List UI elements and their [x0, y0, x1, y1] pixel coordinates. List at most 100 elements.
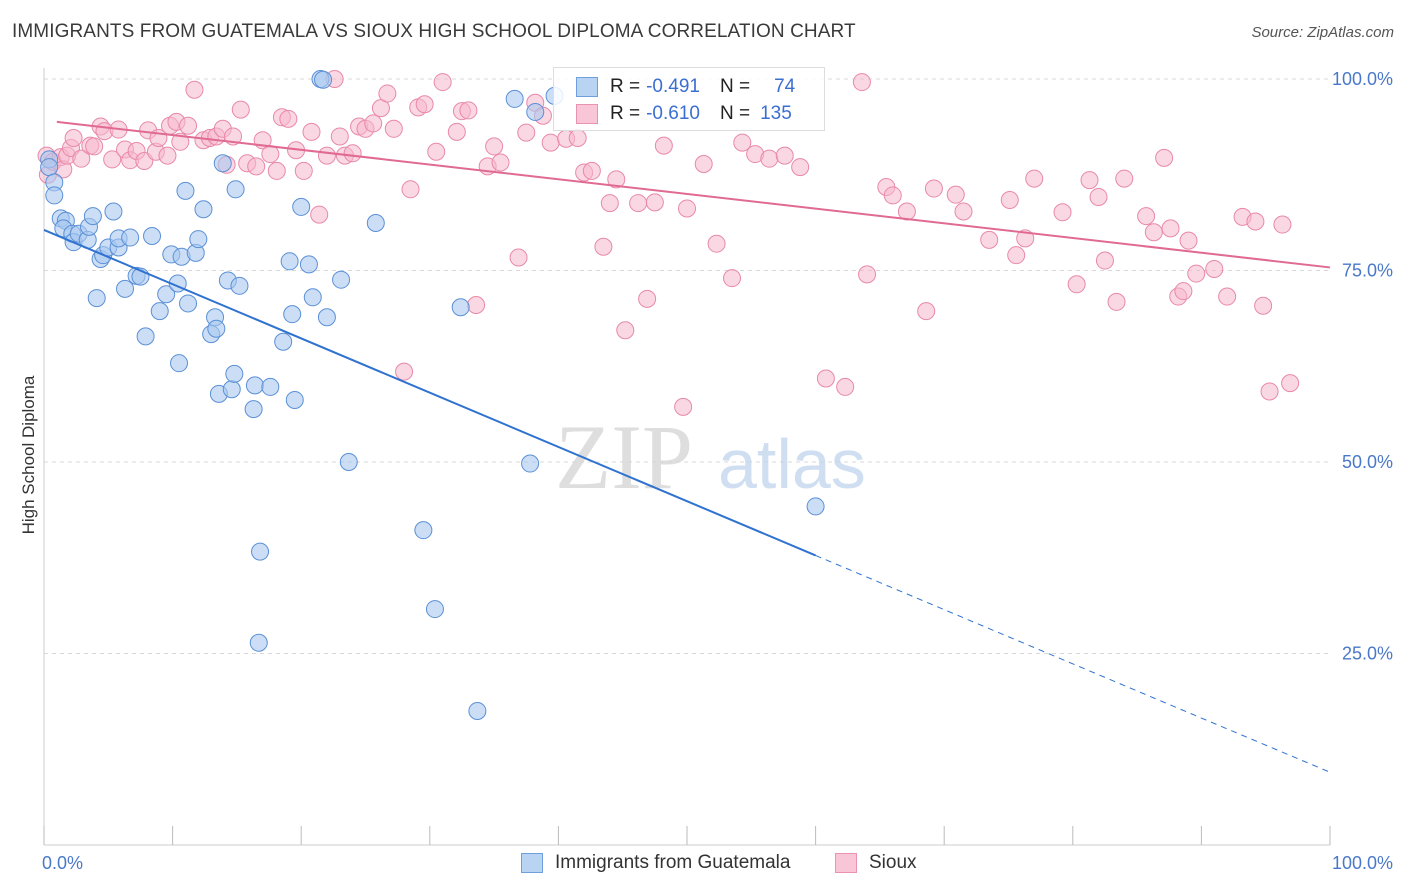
watermark-zip: ZIP — [555, 406, 693, 508]
sioux-point — [310, 205, 329, 224]
sioux-point — [1161, 219, 1180, 238]
sioux-point — [267, 161, 286, 180]
series-guatemala — [40, 70, 825, 720]
guatemala-point — [299, 255, 318, 274]
sioux-point — [171, 132, 190, 151]
legend-swatch-guatemala — [576, 77, 598, 97]
sioux-point — [723, 269, 742, 288]
guatemala-point — [207, 319, 226, 338]
legend-swatch-guatemala — [521, 853, 543, 873]
y-tick-label: 25.0% — [1342, 644, 1393, 664]
guatemala-point — [116, 279, 135, 298]
guatemala-point — [332, 270, 351, 289]
sioux-point — [654, 136, 673, 155]
guatemala-point — [244, 400, 263, 419]
sioux-point — [1174, 282, 1193, 301]
sioux-point — [858, 265, 877, 284]
sioux-point — [1155, 148, 1174, 167]
legend-item-guatemala[interactable]: Immigrants from Guatemala — [521, 852, 790, 874]
sioux-point — [491, 153, 510, 172]
legend-item-sioux[interactable]: Sioux — [835, 852, 917, 874]
sioux-point — [185, 80, 204, 99]
sioux-point — [330, 127, 349, 146]
sioux-point — [917, 302, 936, 321]
sioux-point — [1089, 187, 1108, 206]
guatemala-point — [251, 542, 270, 561]
legend-n-value: 135 — [760, 103, 792, 124]
guatemala-point — [283, 305, 302, 324]
sioux-point — [1273, 215, 1292, 234]
guatemala-point — [274, 332, 293, 351]
y-tick-label: 100.0% — [1332, 69, 1393, 89]
sioux-point — [616, 321, 635, 340]
sioux-point — [1187, 264, 1206, 283]
sioux-point — [816, 369, 835, 388]
guatemala-point — [226, 180, 245, 199]
sioux-point — [594, 237, 613, 256]
guatemala-point — [280, 252, 299, 271]
sioux-point — [1144, 223, 1163, 242]
y-axis-title: High School Diploma — [19, 375, 38, 534]
sioux-point — [378, 84, 397, 103]
sioux-point — [541, 133, 560, 152]
tick-labels: 100.0% 75.0% 50.0% 25.0% 0.0% 100.0% — [42, 69, 1393, 873]
sioux-point — [433, 73, 452, 92]
sioux-point — [607, 170, 626, 189]
y-tick-label: 50.0% — [1342, 452, 1393, 472]
guatemala-point — [292, 197, 311, 216]
sioux-point — [645, 193, 664, 212]
sioux-point — [733, 133, 752, 152]
guatemala-point — [87, 289, 106, 308]
legend-n-label: N = — [719, 103, 751, 124]
sioux-point — [883, 186, 902, 205]
watermark: ZIP atlas — [555, 406, 866, 508]
guatemala-point — [526, 102, 545, 121]
sioux-point — [1260, 382, 1279, 401]
guatemala-point — [222, 380, 241, 399]
guatemala-point — [806, 497, 825, 516]
sioux-point — [467, 295, 486, 314]
sioux-point — [954, 202, 973, 221]
legend-swatch-sioux — [576, 104, 598, 124]
chart-title: IMMIGRANTS FROM GUATEMALA VS SIOUX HIGH … — [12, 21, 856, 42]
sioux-point — [1246, 212, 1265, 231]
sioux-point — [694, 155, 713, 174]
trend-lines — [43, 120, 1331, 773]
sioux-point — [247, 157, 266, 176]
guatemala-point — [83, 207, 102, 226]
sioux-point — [231, 100, 250, 119]
sioux-point — [791, 158, 810, 177]
sioux-point — [302, 122, 321, 141]
legend-n-label: N = — [719, 76, 751, 97]
sioux-point — [485, 137, 504, 156]
legend-row-sioux: R = -0.610 N = 135 — [576, 101, 792, 127]
sioux-point — [568, 128, 587, 147]
guatemala-point — [230, 276, 249, 295]
sioux-point — [179, 116, 198, 135]
sioux-point — [707, 234, 726, 253]
sioux-point — [317, 146, 336, 165]
guatemala-point — [339, 453, 358, 471]
x-tick-label: 100.0% — [1332, 853, 1393, 873]
sioux-point — [1007, 246, 1026, 265]
legend-r-label: R = — [610, 76, 641, 97]
sioux-point — [678, 199, 696, 218]
sioux-point — [1205, 259, 1224, 278]
sioux-point — [1179, 231, 1198, 250]
sioux-point — [1137, 207, 1156, 226]
guatemala-point — [179, 294, 198, 313]
sioux-point — [427, 142, 446, 161]
guatemala-point — [143, 227, 162, 246]
sioux-point — [924, 179, 943, 198]
guatemala-point — [170, 354, 189, 373]
sioux-trend-line — [56, 120, 1331, 269]
sioux-point — [517, 123, 536, 142]
sioux-point — [836, 377, 855, 396]
sioux-point — [158, 146, 177, 165]
sioux-point — [459, 101, 478, 120]
guatemala-point — [425, 600, 444, 619]
sioux-point — [85, 137, 104, 156]
axes — [43, 68, 1331, 846]
x-tick-label: 0.0% — [42, 853, 83, 873]
